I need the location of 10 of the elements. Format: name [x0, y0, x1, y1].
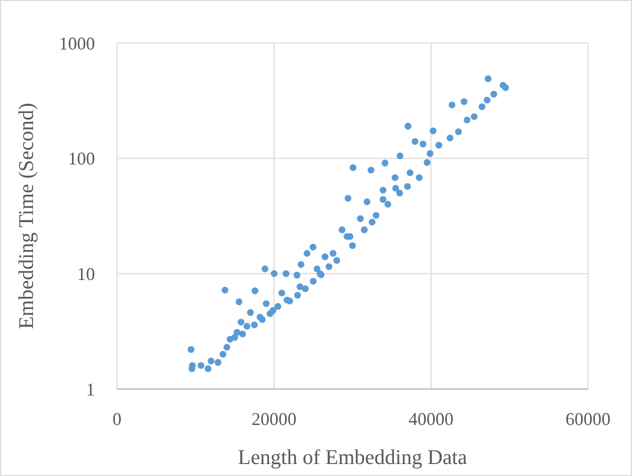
y-axis-title: Embedding Time (Second) [14, 102, 38, 330]
y-tick-label: 100 [68, 148, 95, 169]
y-tick-label: 10 [77, 264, 95, 284]
x-tick-label: 0 [112, 409, 122, 429]
y-tick-label: 1 [86, 379, 95, 400]
x-tick-label: 40000 [408, 409, 454, 429]
x-tick-label: 60000 [566, 409, 610, 429]
x-tick-label: 20000 [252, 409, 296, 429]
x-axis-title: Length of Embedding Data [238, 445, 468, 469]
y-tick-label: 1000 [59, 33, 95, 54]
